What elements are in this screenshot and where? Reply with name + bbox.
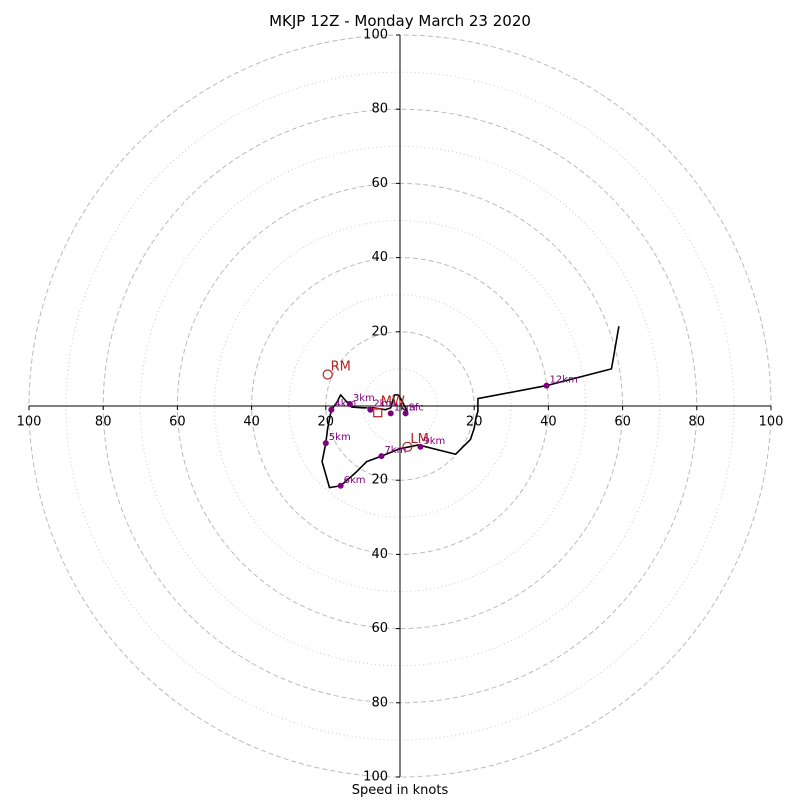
height-marker-7km	[378, 453, 385, 460]
mean-wind-box	[373, 408, 383, 418]
y-tick-label-top-100: 100	[363, 28, 388, 43]
y-tick-label-bottom-80: 80	[371, 695, 388, 710]
height-marker-12km	[543, 382, 550, 389]
height-marker-2km	[367, 406, 374, 413]
height-label-4km: 4km	[334, 399, 356, 410]
x-tick-label-right-40: 40	[540, 415, 557, 430]
x-tick-label-left-60: 60	[169, 415, 186, 430]
x-tick-label-right-100: 100	[759, 415, 784, 430]
lm-label: LM	[410, 432, 428, 447]
mw-label: MW	[381, 395, 405, 410]
tick-labels: 20 20 20 20 40 40 40 40 60 60 60 60 80 80 80 80 100 100 10…	[17, 28, 784, 785]
x-tick-label-right-20: 20	[466, 415, 483, 430]
x-tick-label-right-80: 80	[689, 415, 706, 430]
y-tick-label-bottom-20: 20	[371, 473, 388, 488]
height-marker-9km	[417, 443, 424, 450]
height-marker-1km	[387, 410, 394, 417]
height-marker-5km	[322, 440, 329, 447]
height-label-1km: 1km	[394, 402, 416, 413]
axes	[29, 35, 771, 777]
x-tick-label-left-40: 40	[243, 415, 260, 430]
y-tick-label-bottom-100: 100	[363, 770, 388, 785]
x-tick-label-right-60: 60	[614, 415, 631, 430]
height-label-7km: 7km	[384, 445, 406, 456]
y-tick-label-bottom-40: 40	[371, 547, 388, 562]
height-label-2km: 2km	[373, 399, 395, 410]
height-label-3km: 3km	[353, 393, 375, 404]
height-label-sfc: Sfc	[409, 402, 424, 413]
y-tick-label-bottom-60: 60	[371, 621, 388, 636]
x-tick-label-left-20: 20	[318, 415, 335, 430]
height-marker-4km	[328, 406, 335, 413]
x-tick-label-left-80: 80	[95, 415, 112, 430]
height-label-5km: 5km	[329, 432, 351, 443]
hodograph-trace	[321, 326, 620, 489]
rm-marker	[322, 369, 333, 380]
height-label-9km: 9km	[423, 436, 445, 447]
x-tick-label-left-100: 100	[17, 415, 42, 430]
height-marker-sfc	[402, 410, 409, 417]
y-tick-label-top-40: 40	[371, 250, 388, 265]
height-label-6km: 6km	[344, 475, 366, 486]
y-tick-label-top-60: 60	[371, 176, 388, 191]
storm-motion-markers: RM LM MW	[322, 359, 429, 452]
height-marker-3km	[346, 401, 353, 408]
height-marker-6km	[337, 482, 344, 489]
hodograph-line	[321, 326, 620, 489]
height-label-12km: 12km	[550, 375, 578, 386]
chart-title: MKJP 12Z - Monday March 23 2020	[269, 12, 531, 30]
y-tick-label-top-80: 80	[371, 102, 388, 117]
lm-marker	[402, 441, 413, 452]
y-tick-label-top-20: 20	[371, 324, 388, 339]
x-axis-label: Speed in knots	[351, 783, 449, 798]
rm-label: RM	[331, 359, 351, 374]
